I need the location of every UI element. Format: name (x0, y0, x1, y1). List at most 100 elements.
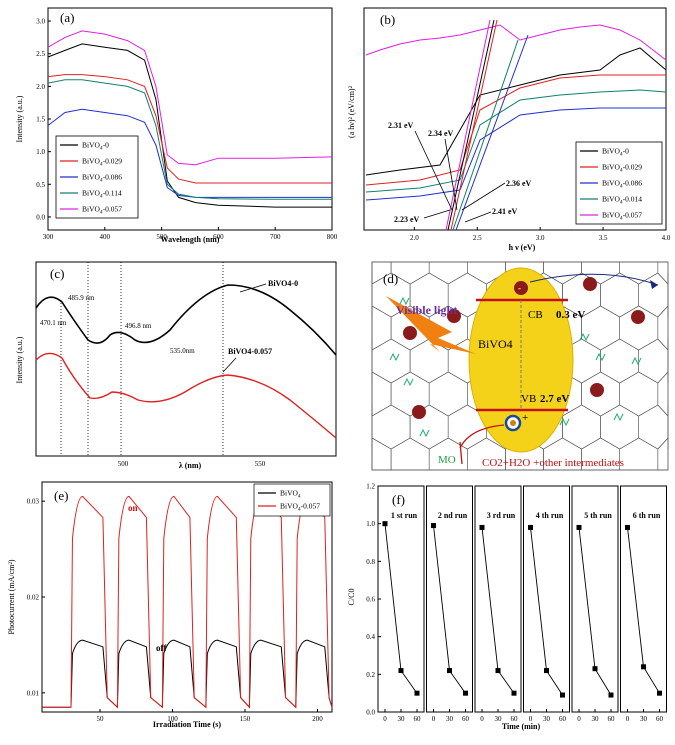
b-xtick-0: 2.0 (410, 234, 419, 242)
panel-b: (b) h ν (eV) (a hν)² (eV/cm)² 2.0 2.5 3.0 3… (347, 7, 671, 252)
panel-b-ylabel: (a hν)² (eV/cm)² (347, 85, 356, 138)
c-xtick-550: 550 (255, 460, 266, 468)
c-peak-4701: 470.1 nm (40, 319, 67, 327)
f-run-4-xtick-0: 0 (577, 715, 581, 723)
b-curve-014 (365, 89, 667, 193)
f-run-label-0: 1 st run (391, 511, 418, 520)
a-xtick-1: 400 (100, 233, 111, 241)
panel-f-label: (f) (392, 492, 405, 507)
mo-arrow-tail (459, 441, 463, 465)
f-run-2-xtick-0: 0 (480, 715, 484, 723)
c-peak-4859: 485.9 nm (68, 294, 95, 302)
d-particle-1 (447, 309, 461, 323)
f-run-0-xtick-2: 60 (414, 715, 422, 723)
f-run-line-1 (433, 525, 466, 694)
b-arrow-223 (423, 209, 451, 219)
a-series-3 (47, 79, 332, 200)
b-tangent-2 (450, 19, 498, 231)
a-ytick-4: 2.0 (36, 83, 45, 91)
f-run-5-point-2 (657, 690, 662, 696)
e-series-0 (42, 639, 333, 709)
b-legend-label-1: BiVO4-0.029 (602, 163, 642, 174)
panel-f-xlabel: Time (min) (502, 722, 541, 731)
bivo4-label: BiVO4 (478, 337, 513, 351)
a-legend-label-2: BiVO4-0.086 (82, 173, 122, 184)
e-xtick-0: 50 (97, 715, 105, 723)
f-run-label-2: 3 rd run (487, 511, 516, 520)
panel-b-frame (363, 7, 667, 231)
panel-e-xlabel: Irradiation Time (s) (153, 720, 221, 729)
f-run-2-point-1 (495, 668, 501, 674)
a-xtick-0: 300 (43, 233, 54, 241)
panel-b-xlabel: h ν (eV) (509, 243, 536, 252)
panel-c-ylabel: Intensity (a.u.) (15, 336, 24, 383)
functional-group-7 (399, 296, 410, 306)
f-ytick-1: 0.2 (366, 671, 375, 679)
b-curve-0 (365, 47, 667, 176)
b-arrow-241 (464, 211, 492, 223)
b-tangent-3 (455, 34, 529, 231)
f-run-0-point-2 (414, 690, 420, 696)
electron-sign: - (518, 283, 521, 293)
a-xtick-4: 700 (270, 233, 281, 241)
b-arrow-234 (444, 138, 458, 211)
panel-a-xlabel: Wavelength (nm) (161, 235, 220, 244)
b-legend-label-3: BiVO4-0.014 (602, 195, 642, 206)
b-xtick-1: 2.5 (473, 234, 482, 242)
functional-group-0 (389, 352, 400, 362)
f-run-0-point-0 (382, 521, 388, 527)
b-curve-086 (365, 107, 666, 201)
panel-c-label: (c) (50, 266, 64, 281)
a-ytick-5: 2.5 (36, 50, 45, 58)
e-xtick-2: 150 (240, 715, 251, 723)
f-run-0-point-1 (398, 668, 404, 674)
a-xtick-5: 800 (327, 233, 338, 241)
b-tangent-4 (452, 39, 519, 231)
f-run-0-xtick-0: 0 (383, 715, 387, 723)
b-legend-label-0: BiVO4-0 (602, 147, 629, 158)
a-xtick-3: 600 (213, 233, 224, 241)
c-peak-535: 535.0nm (170, 347, 195, 355)
f-run-5-xtick-2: 60 (656, 715, 664, 723)
f-run-1-point-1 (447, 668, 452, 674)
electron (514, 281, 528, 295)
f-run-3-xtick-0: 0 (529, 715, 533, 723)
cb-label: CB (528, 309, 543, 321)
b-legend-label-4: BiVO4-0.057 (602, 211, 642, 222)
b-ann-223: 2.23 eV (394, 215, 420, 224)
b-tangent-1 (447, 19, 495, 231)
f-ytick-0: 0.0 (366, 709, 375, 717)
panel-a-label: (a) (60, 10, 74, 25)
f-run-label-1: 2 nd run (438, 511, 468, 520)
e-legend-label-0: BiVO4 (280, 489, 301, 500)
hex-cell (657, 437, 669, 471)
b-curve-057 (365, 24, 667, 61)
a-ytick-2: 1.0 (36, 148, 45, 156)
f-run-line-0 (384, 523, 418, 694)
f-run-1-xtick-0: 0 (432, 715, 436, 723)
f-run-0-xtick-1: 30 (398, 715, 406, 723)
f-run-3-xtick-2: 60 (559, 715, 567, 723)
f-run-label-4: 5 th run (584, 511, 612, 520)
d-particle-3 (583, 277, 597, 291)
e-on-label: on (128, 503, 138, 513)
b-curve-029 (365, 74, 666, 186)
mo-label: MO (438, 454, 456, 466)
panel-a-ylabel: Intensity (a.u.) (15, 95, 24, 142)
f-run-2-xtick-1: 30 (495, 715, 503, 723)
d-particle-6 (590, 383, 604, 397)
functional-group-8 (559, 417, 570, 427)
f-run-5-xtick-1: 30 (640, 715, 648, 723)
f-run-3-point-0 (528, 524, 533, 530)
b-legend-label-2: BiVO4-0.086 (602, 179, 642, 190)
cb-energy: 0.3 eV (556, 309, 585, 321)
f-run-1-point-0 (431, 523, 436, 529)
b-arrow-231 (414, 130, 453, 211)
e-xtick-3: 200 (312, 715, 323, 723)
panel-f-ylabel: C/C0 (347, 589, 356, 606)
f-run-4-point-0 (576, 524, 582, 530)
a-ytick-0: 0.0 (36, 213, 45, 221)
b-xtick-2: 3.0 (536, 234, 545, 242)
a-series-0 (47, 43, 332, 208)
f-run-2-xtick-2: 60 (511, 715, 519, 723)
